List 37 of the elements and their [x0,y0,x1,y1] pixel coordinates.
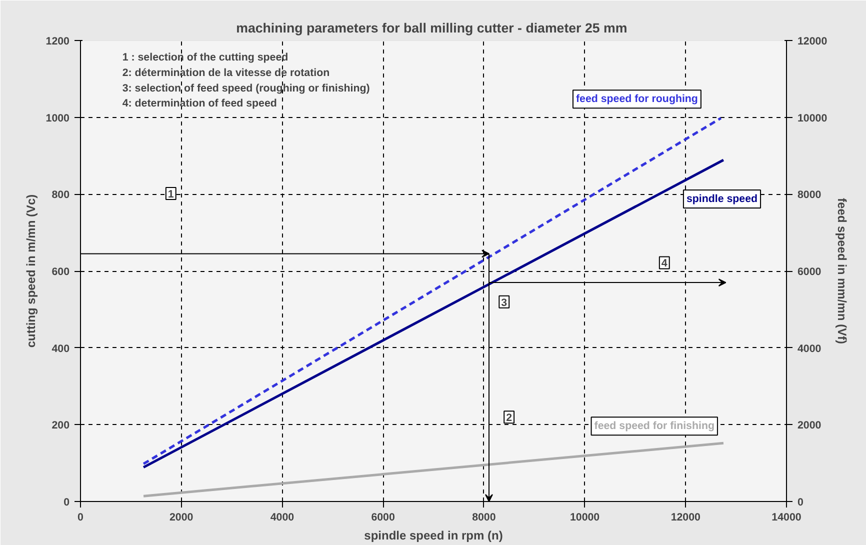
y-axis-title: cutting speed in m/mn (Vc) [24,194,38,348]
y2-tick-label: 4000 [798,342,822,355]
y-tick-label: 0 [64,496,70,508]
y2-tick-label: 12000 [798,36,828,48]
x-tick-label: 6000 [371,512,395,524]
annotation: 4 [661,258,668,270]
series-label: spindle speed [686,192,758,205]
y-tick-label: 1200 [46,36,70,48]
annotation: 2 [506,412,512,424]
y2-tick-label: 2000 [798,420,822,432]
annotation: 1 : selection of the cutting speed [122,52,288,64]
annotation: 2: détermination de la vitesse de rotation [122,66,330,79]
x-tick-label: 4000 [270,512,294,524]
y-tick-label: 400 [52,342,70,355]
series-label: feed speed for finishing [594,420,714,432]
annotation: 1 [168,188,174,201]
x-tick-label: 0 [78,512,84,524]
annotation: 4: determination of feed speed [122,98,277,110]
y-tick-label: 1000 [46,112,70,124]
x-axis-title: spindle speed in rpm (n) [364,528,503,542]
y2-tick-label: 8000 [798,189,822,202]
x-tick-label: 2000 [170,512,194,524]
y2-tick-label: 0 [798,496,804,508]
y-tick-label: 200 [52,420,70,432]
y2-axis-title: feed speed in mm/mn (Vf) [835,198,850,344]
chart-title: machining parameters for ball milling cutter - diameter 25 mm [236,20,628,36]
x-tick-label: 8000 [472,512,496,524]
annotation: 3: selection of feed speed (roughing or finishing) [122,82,370,94]
y2-tick-label: 10000 [798,112,828,124]
annotation: 3 [501,296,508,309]
y-tick-label: 600 [52,266,70,278]
y2-tick-label: 6000 [798,266,822,278]
x-tick-label: 10000 [570,512,600,524]
x-tick-label: 14000 [772,512,802,524]
x-tick-label: 12000 [670,512,701,524]
y-tick-label: 800 [52,189,70,202]
text: feed speed for roughing [576,93,698,106]
